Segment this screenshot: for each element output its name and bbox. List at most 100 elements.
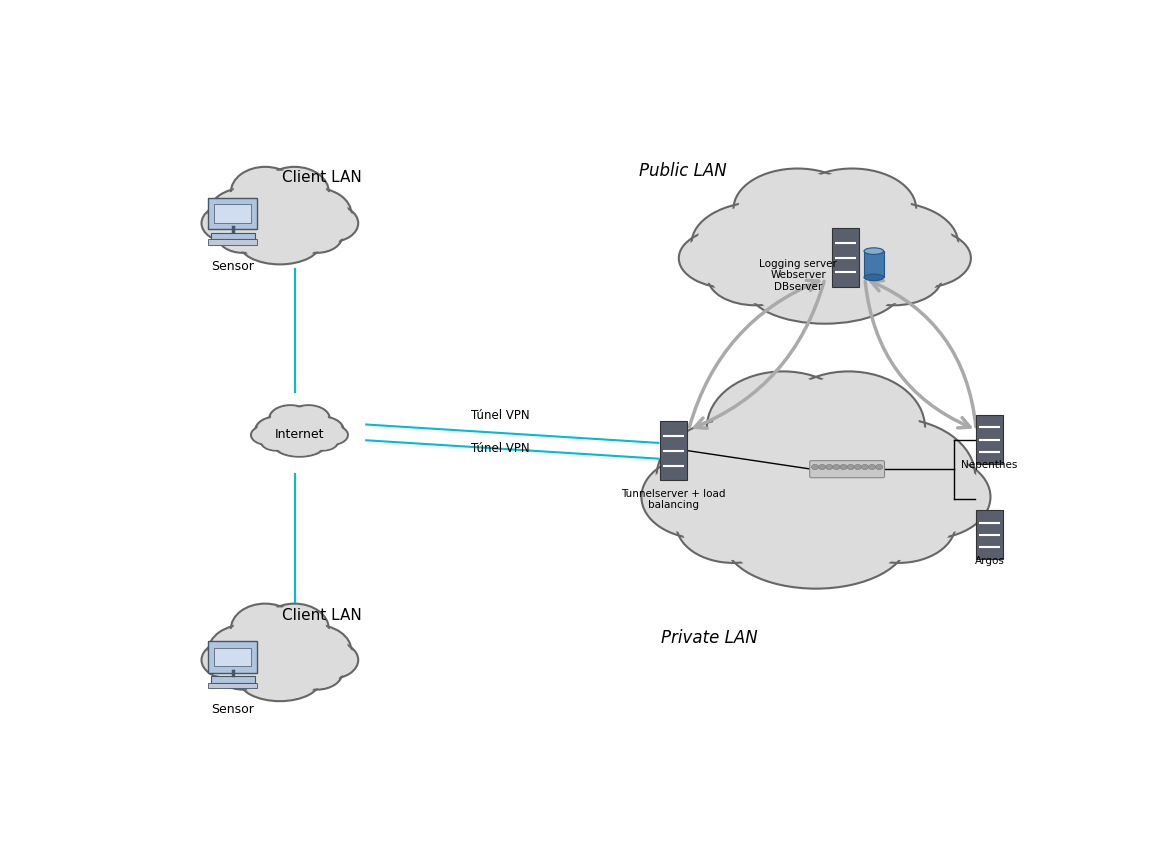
- Ellipse shape: [287, 406, 330, 433]
- Ellipse shape: [279, 191, 348, 239]
- Ellipse shape: [869, 456, 990, 539]
- Ellipse shape: [253, 426, 284, 445]
- Ellipse shape: [263, 170, 326, 216]
- Ellipse shape: [231, 168, 300, 218]
- Ellipse shape: [201, 205, 256, 243]
- Ellipse shape: [293, 656, 340, 688]
- Circle shape: [826, 465, 833, 470]
- Ellipse shape: [793, 172, 911, 247]
- Ellipse shape: [203, 643, 254, 677]
- Ellipse shape: [315, 426, 347, 445]
- Ellipse shape: [809, 418, 976, 534]
- Ellipse shape: [733, 170, 862, 250]
- Ellipse shape: [872, 231, 967, 286]
- Ellipse shape: [230, 620, 330, 694]
- Circle shape: [854, 465, 862, 470]
- Ellipse shape: [732, 195, 918, 312]
- Ellipse shape: [731, 496, 901, 585]
- Text: Public LAN: Public LAN: [639, 162, 726, 180]
- Ellipse shape: [217, 655, 268, 690]
- Ellipse shape: [239, 658, 321, 701]
- Ellipse shape: [864, 249, 884, 255]
- Ellipse shape: [288, 406, 329, 431]
- Ellipse shape: [208, 625, 283, 676]
- Circle shape: [847, 465, 854, 470]
- Ellipse shape: [219, 656, 267, 688]
- Ellipse shape: [707, 372, 859, 485]
- Ellipse shape: [276, 435, 323, 457]
- Ellipse shape: [788, 170, 916, 250]
- Bar: [215, 648, 250, 667]
- Bar: [977, 416, 1003, 464]
- Ellipse shape: [233, 606, 296, 653]
- Text: Internet: Internet: [275, 427, 324, 440]
- Ellipse shape: [825, 205, 953, 282]
- Ellipse shape: [255, 417, 301, 444]
- Circle shape: [876, 465, 882, 470]
- Circle shape: [811, 465, 818, 470]
- Ellipse shape: [724, 190, 925, 316]
- Text: Logging server
Webserver
DBserver: Logging server Webserver DBserver: [759, 258, 838, 291]
- Bar: [832, 229, 858, 288]
- Text: Túnel VPN: Túnel VPN: [470, 441, 530, 454]
- Ellipse shape: [211, 191, 280, 239]
- Ellipse shape: [303, 642, 358, 679]
- Text: Argos: Argos: [974, 555, 1004, 565]
- Ellipse shape: [306, 206, 356, 241]
- Circle shape: [869, 465, 876, 470]
- Ellipse shape: [711, 253, 800, 304]
- Ellipse shape: [231, 604, 300, 654]
- Circle shape: [833, 465, 840, 470]
- Ellipse shape: [847, 250, 942, 306]
- Bar: [215, 205, 250, 224]
- Ellipse shape: [250, 425, 285, 446]
- Ellipse shape: [819, 203, 958, 285]
- Ellipse shape: [300, 417, 342, 443]
- Ellipse shape: [269, 414, 330, 453]
- Ellipse shape: [778, 377, 919, 481]
- Ellipse shape: [306, 643, 356, 677]
- Ellipse shape: [847, 489, 951, 561]
- Ellipse shape: [208, 188, 283, 240]
- Ellipse shape: [850, 253, 938, 304]
- Circle shape: [818, 465, 826, 470]
- Ellipse shape: [201, 642, 256, 679]
- Ellipse shape: [864, 275, 884, 281]
- Bar: [208, 642, 257, 673]
- Ellipse shape: [663, 423, 816, 530]
- Bar: [210, 233, 255, 240]
- Ellipse shape: [869, 229, 971, 289]
- Ellipse shape: [677, 486, 789, 563]
- Ellipse shape: [230, 184, 330, 257]
- Ellipse shape: [267, 412, 333, 454]
- Ellipse shape: [308, 434, 337, 451]
- Text: Client LAN: Client LAN: [282, 607, 362, 623]
- Ellipse shape: [679, 229, 781, 289]
- Ellipse shape: [696, 401, 936, 578]
- Ellipse shape: [712, 377, 854, 481]
- Ellipse shape: [273, 435, 325, 458]
- Ellipse shape: [241, 659, 318, 699]
- Text: Private LAN: Private LAN: [661, 628, 757, 646]
- Ellipse shape: [641, 456, 764, 539]
- Ellipse shape: [739, 172, 856, 247]
- Ellipse shape: [261, 433, 292, 451]
- Ellipse shape: [261, 604, 329, 654]
- Text: Client LAN: Client LAN: [282, 170, 362, 185]
- Text: Túnel VPN: Túnel VPN: [470, 408, 530, 421]
- Ellipse shape: [314, 425, 348, 446]
- Ellipse shape: [239, 222, 321, 265]
- Ellipse shape: [303, 205, 358, 243]
- Ellipse shape: [696, 205, 825, 282]
- Ellipse shape: [873, 458, 986, 536]
- Ellipse shape: [271, 406, 310, 431]
- Ellipse shape: [748, 256, 902, 325]
- Bar: [660, 422, 687, 481]
- Ellipse shape: [263, 606, 326, 653]
- Ellipse shape: [226, 181, 333, 260]
- Ellipse shape: [683, 231, 777, 286]
- Bar: [208, 199, 257, 230]
- Ellipse shape: [692, 203, 831, 285]
- Bar: [208, 240, 257, 245]
- Bar: [864, 252, 884, 278]
